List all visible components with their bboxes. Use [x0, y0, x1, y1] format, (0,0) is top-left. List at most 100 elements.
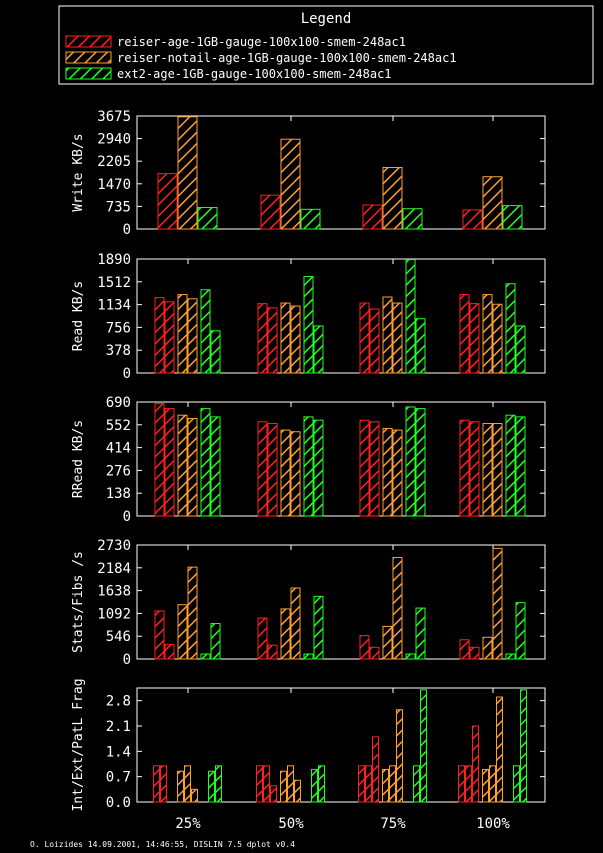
- bar: [160, 765, 167, 803]
- y-tick-label: 3675: [97, 109, 131, 125]
- bar: [260, 194, 281, 230]
- bar: [177, 604, 188, 660]
- bar: [303, 416, 314, 517]
- panel-frame: [136, 258, 546, 374]
- bar: [318, 765, 325, 803]
- bar: [469, 303, 480, 374]
- y-tick-label: 552: [106, 418, 131, 434]
- bar: [280, 302, 291, 374]
- bar: [362, 204, 383, 230]
- bar: [287, 765, 294, 803]
- bar: [257, 617, 268, 660]
- bar: [502, 205, 523, 230]
- bar: [389, 765, 396, 803]
- bar: [405, 259, 416, 374]
- bar: [365, 765, 372, 803]
- x-tick-label: 100%: [476, 816, 510, 832]
- bar: [469, 421, 480, 517]
- bar: [210, 623, 221, 660]
- bar: [515, 325, 526, 374]
- x-tick-label: 75%: [380, 816, 406, 832]
- bar: [280, 138, 301, 230]
- y-tick-label: 0.7: [106, 770, 131, 786]
- bar: [184, 765, 191, 803]
- y-tick-label: 0: [123, 652, 131, 668]
- y-tick-label: 1890: [97, 252, 131, 268]
- bar: [187, 418, 198, 517]
- bar: [153, 765, 160, 803]
- bar: [280, 429, 291, 517]
- bar: [515, 602, 526, 660]
- bar: [482, 768, 489, 803]
- y-tick-label: 546: [106, 629, 131, 645]
- y-axis-label: Write KB/s: [71, 133, 86, 211]
- bar: [300, 208, 321, 230]
- bar: [200, 408, 211, 517]
- bar: [382, 768, 389, 803]
- bar: [359, 302, 370, 374]
- bar: [513, 765, 520, 803]
- y-axis-label: Read KB/s: [71, 281, 86, 351]
- legend-title: Legend: [301, 11, 352, 27]
- bar: [290, 305, 301, 374]
- panel-frame: [136, 115, 546, 230]
- y-tick-label: 378: [106, 343, 131, 359]
- bar: [392, 429, 403, 517]
- bar: [200, 653, 211, 660]
- bar: [267, 644, 278, 660]
- panel-4: 0 546 1092 1638 2184 2730 Stats/Fibs /s: [71, 538, 546, 668]
- y-tick-label: 1470: [97, 177, 131, 193]
- panel-2: 0 378 756 1134 1512 1890 Read KB/s: [71, 252, 546, 382]
- bar: [257, 421, 268, 517]
- bar: [191, 788, 198, 803]
- bar: [154, 403, 165, 517]
- bar: [459, 294, 470, 374]
- panel-frame: [136, 401, 546, 517]
- x-axis-labels: 25% 50% 75% 100%: [175, 816, 510, 832]
- y-tick-label: 0: [123, 366, 131, 382]
- bar: [358, 765, 365, 803]
- bar: [280, 770, 287, 803]
- y-tick-label: 0: [123, 509, 131, 525]
- bar: [154, 610, 165, 660]
- panel-frame: [136, 544, 546, 660]
- y-tick-label: 2730: [97, 538, 131, 554]
- bar: [372, 736, 379, 803]
- bar: [420, 689, 427, 803]
- bar: [459, 419, 470, 517]
- bar: [369, 308, 380, 374]
- bar: [313, 325, 324, 374]
- y-tick-label: 138: [106, 486, 131, 502]
- bar: [382, 427, 393, 517]
- bar: [200, 289, 211, 374]
- bar: [359, 419, 370, 517]
- bar: [280, 608, 291, 660]
- legend-swatch-2: [65, 51, 112, 64]
- bar: [482, 176, 503, 230]
- bar: [492, 422, 503, 517]
- bar: [210, 416, 221, 517]
- bar: [164, 408, 175, 517]
- bar: [270, 785, 277, 803]
- legend-swatch-1: [65, 35, 112, 48]
- bar: [290, 587, 301, 660]
- bar: [505, 414, 516, 517]
- y-tick-label: 2940: [97, 132, 131, 148]
- bar: [392, 557, 403, 660]
- y-axis-label: Stats/Fibs /s: [71, 551, 86, 653]
- bar: [311, 768, 318, 803]
- y-tick-label: 0.0: [106, 795, 131, 811]
- bar: [369, 421, 380, 517]
- bar: [492, 303, 503, 374]
- bar: [177, 294, 188, 374]
- bar: [396, 709, 403, 803]
- bar: [492, 547, 503, 660]
- bar: [415, 408, 426, 517]
- bar: [359, 635, 370, 660]
- bar: [154, 297, 165, 374]
- bar: [215, 765, 222, 803]
- y-tick-label: 1134: [97, 298, 131, 314]
- legend: Legend reiser-age-1GB-gauge-100x100-smem…: [58, 5, 594, 85]
- bar: [290, 431, 301, 517]
